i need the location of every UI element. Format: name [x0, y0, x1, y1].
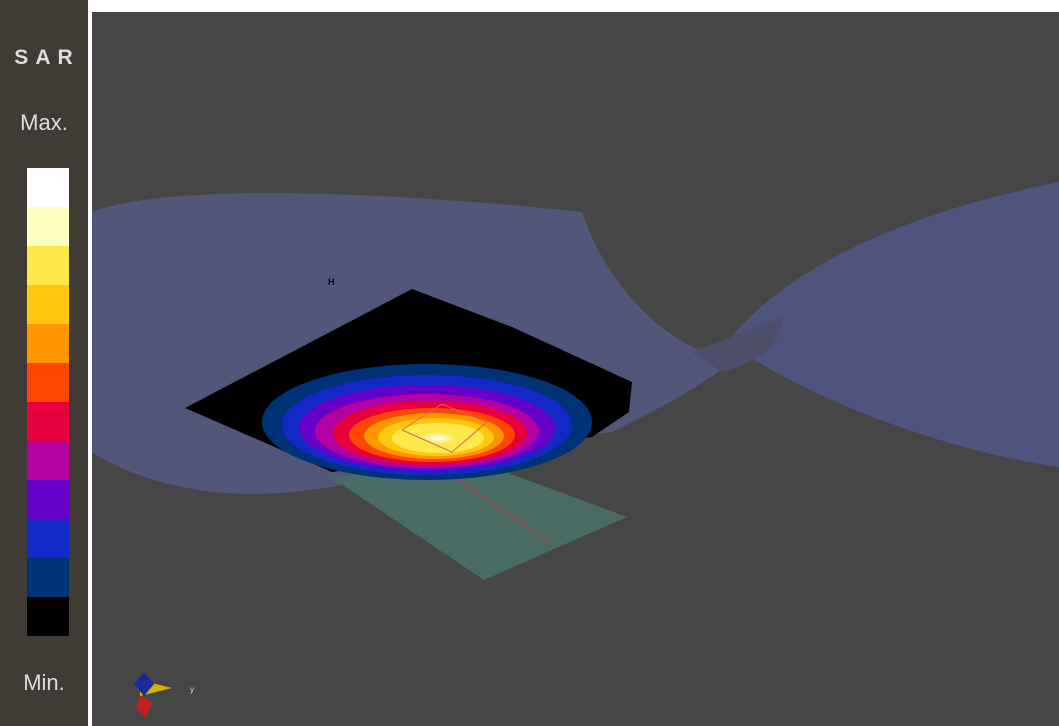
legend-title: S A R	[14, 46, 74, 69]
sar-surface	[185, 289, 632, 580]
axis-label: y	[190, 685, 194, 694]
min-label: Min.	[23, 670, 65, 695]
max-label: Max.	[20, 110, 68, 135]
sar-legend-panel: S A R Max. Min.	[0, 0, 88, 726]
antenna-plate	[332, 452, 627, 580]
3d-viewport: H y	[92, 12, 1059, 726]
color-scale	[27, 168, 69, 636]
marker-label: H	[328, 277, 335, 287]
axis-triad: y	[134, 672, 194, 718]
